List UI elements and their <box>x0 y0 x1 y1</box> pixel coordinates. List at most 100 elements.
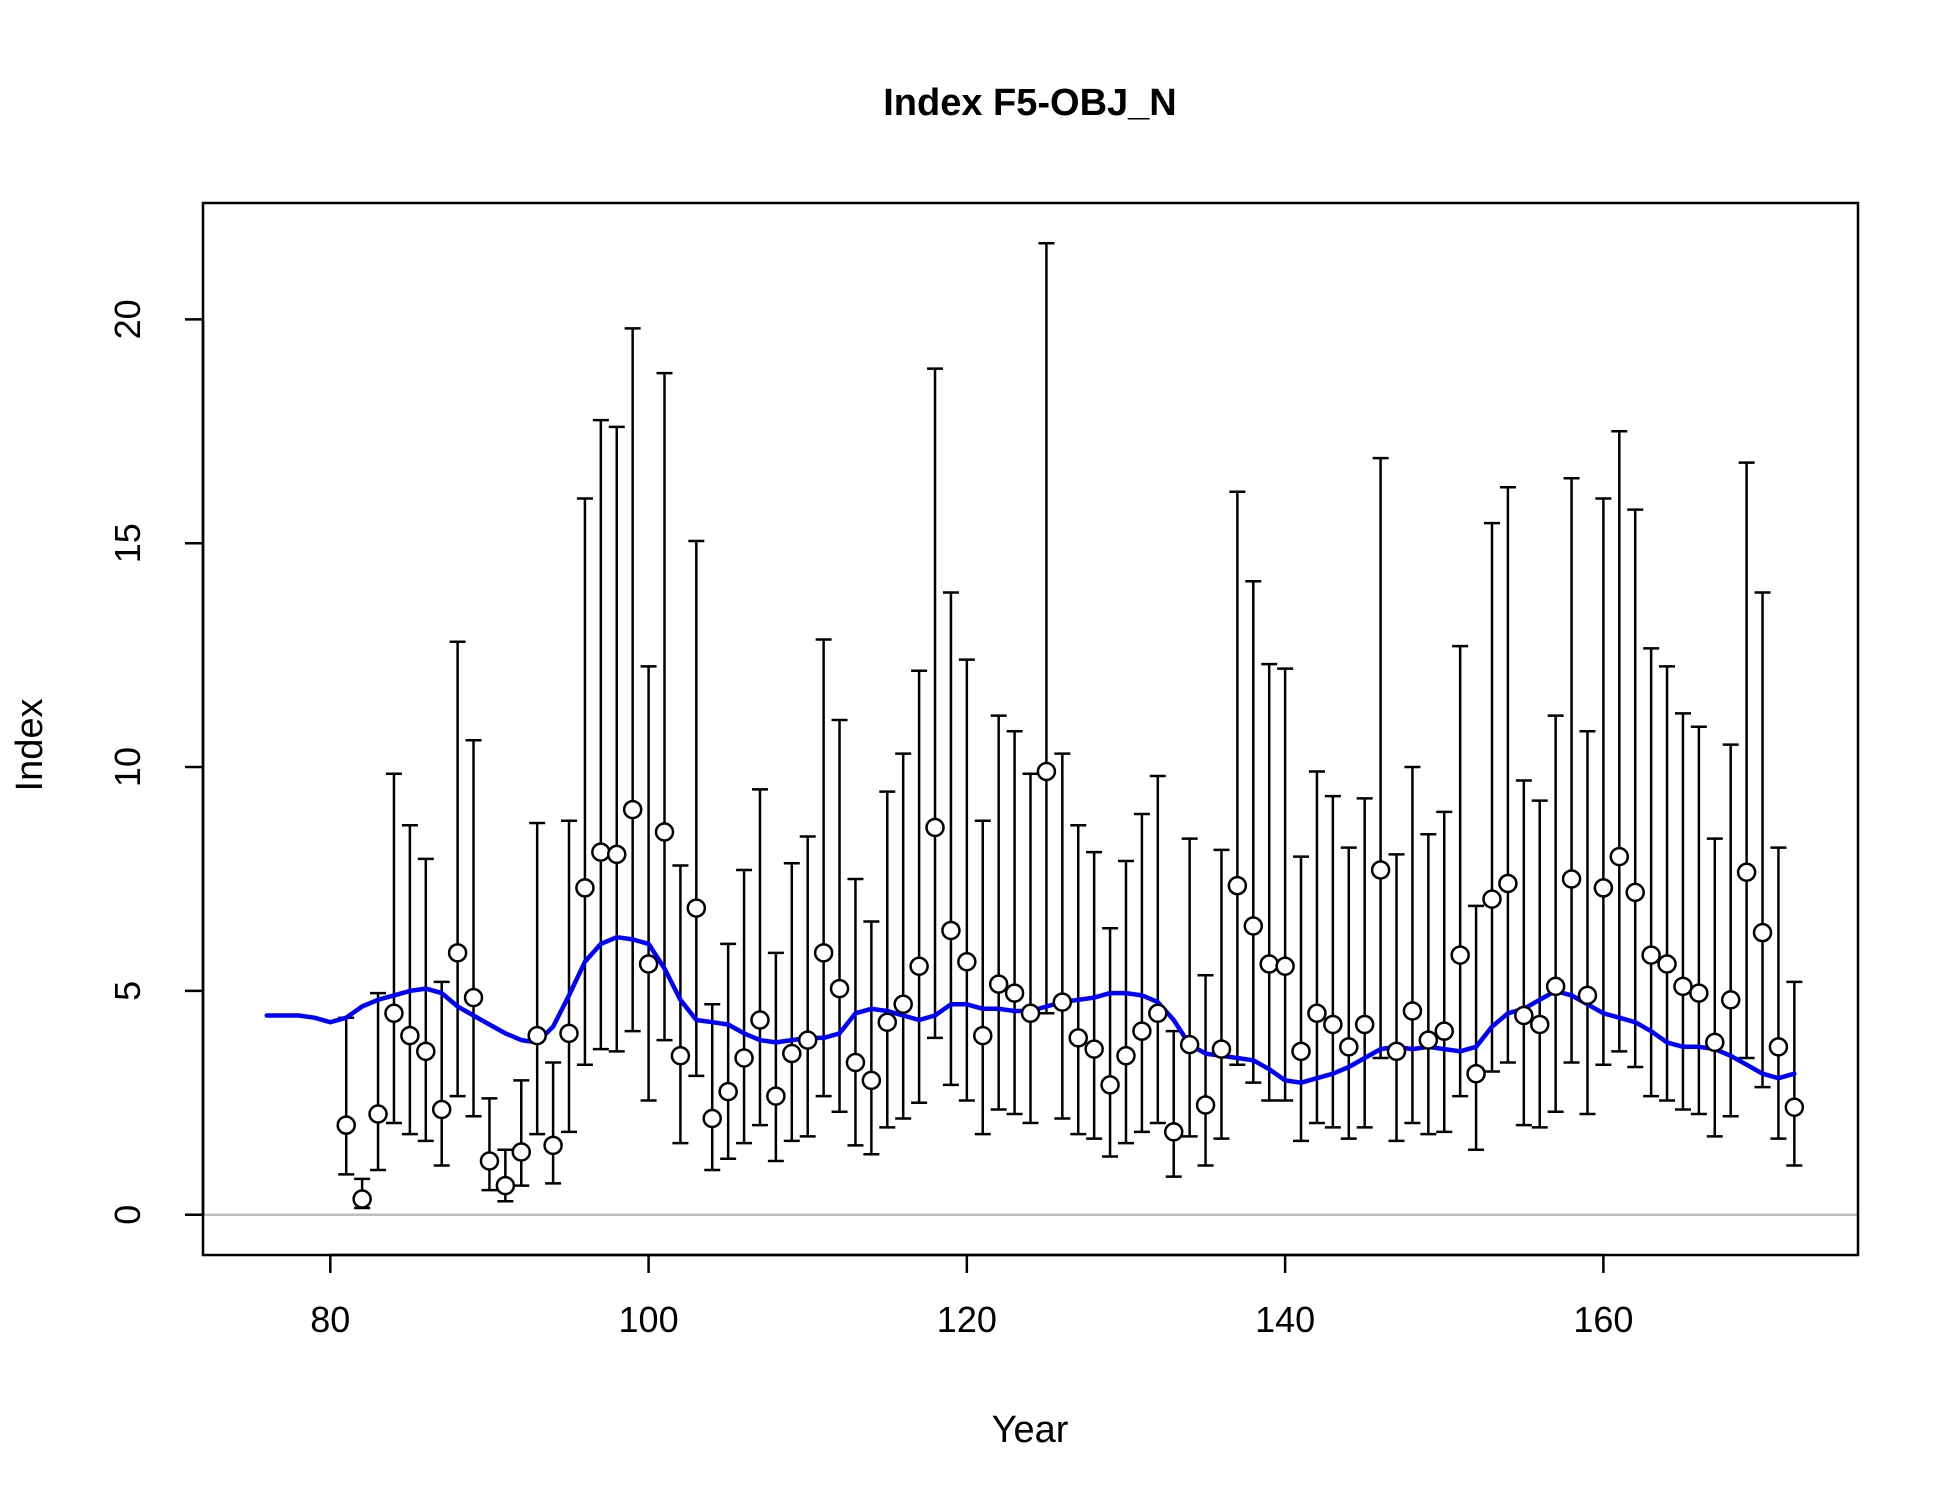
data-point <box>1195 1095 1216 1115</box>
plot-frame <box>201 201 1860 1257</box>
data-point <box>1545 976 1566 997</box>
errorbar <box>911 669 928 1105</box>
data-point <box>1386 1041 1407 1062</box>
data-point <box>463 987 484 1008</box>
errorbar <box>529 821 546 1136</box>
data-point <box>559 1023 579 1044</box>
data-point <box>1625 882 1645 903</box>
errorbar <box>799 835 816 1138</box>
errorbar <box>767 951 784 1163</box>
chart-title: Index F5-OBJ_N <box>883 82 1177 124</box>
data-point <box>1673 976 1693 997</box>
errorbar <box>1340 846 1357 1140</box>
errorbar <box>1404 765 1421 1125</box>
errorbar <box>1038 242 1055 1015</box>
errorbar <box>1022 772 1039 1125</box>
data-point <box>1116 1046 1136 1066</box>
errorbar <box>401 823 418 1136</box>
data-point <box>1307 1003 1327 1024</box>
errorbar <box>1627 508 1644 1069</box>
data-point <box>1020 1003 1041 1024</box>
errorbars-layer <box>338 242 1803 1210</box>
errorbar <box>624 327 641 1033</box>
data-point <box>1132 1021 1152 1041</box>
data-point <box>1402 1001 1423 1021</box>
errorbar <box>1133 812 1150 1134</box>
errorbar <box>1770 846 1787 1140</box>
errorbar <box>1213 848 1230 1140</box>
data-point <box>877 1012 898 1032</box>
errorbar <box>736 868 753 1145</box>
data-point <box>941 920 961 941</box>
errorbar <box>1531 799 1548 1129</box>
errorbar <box>990 714 1007 1111</box>
data-point <box>813 943 834 963</box>
data-point <box>1227 875 1248 896</box>
data-point <box>479 1151 500 1171</box>
errorbar <box>1563 477 1580 1064</box>
errorbar <box>863 920 880 1156</box>
data-point <box>1736 862 1757 883</box>
data-point <box>686 898 707 918</box>
errorbar <box>576 497 593 1066</box>
data-point <box>1418 1030 1439 1050</box>
data-point <box>1148 1003 1168 1024</box>
data-point <box>829 978 850 999</box>
errorbar <box>1102 926 1119 1158</box>
data-point <box>400 1025 420 1046</box>
data-point <box>750 1010 770 1030</box>
data-point <box>845 1052 866 1073</box>
errorbar <box>831 718 848 1113</box>
data-point <box>1291 1041 1311 1062</box>
errorbar <box>1006 729 1023 1116</box>
errorbar <box>815 638 832 1098</box>
errorbar <box>1197 973 1214 1167</box>
errorbar <box>608 425 625 1053</box>
data-point <box>352 1189 372 1209</box>
errorbar <box>370 991 387 1172</box>
data-point <box>718 1081 738 1102</box>
data-point <box>782 1043 802 1064</box>
data-point <box>925 817 945 838</box>
data-point <box>1275 956 1295 977</box>
errorbar <box>704 1003 721 1172</box>
errorbar <box>1579 729 1596 1116</box>
errorbar <box>1643 647 1660 1098</box>
errorbar <box>465 738 482 1118</box>
data-point <box>1752 922 1773 943</box>
errorbar <box>1149 774 1166 1125</box>
data-point <box>909 956 929 977</box>
data-point <box>1036 761 1057 782</box>
data-point <box>607 844 627 865</box>
data-point <box>1609 846 1630 867</box>
errorbar <box>640 665 657 1102</box>
data-point <box>1434 1021 1454 1041</box>
data-point <box>1052 992 1073 1012</box>
data-point <box>1577 985 1598 1006</box>
errorbar <box>1547 714 1564 1113</box>
data-point <box>638 954 659 974</box>
data-point <box>702 1108 722 1129</box>
errorbar <box>783 862 800 1143</box>
errorbar <box>561 819 578 1134</box>
errorbar <box>1117 859 1134 1145</box>
data-point <box>893 994 913 1015</box>
data-point <box>1482 889 1502 909</box>
data-point <box>1720 990 1741 1010</box>
data-point <box>1179 1034 1200 1055</box>
errorbar <box>545 1061 562 1185</box>
data-point <box>1211 1039 1232 1059</box>
data-point <box>447 943 468 963</box>
errorbar <box>1054 752 1071 1120</box>
data-point <box>1689 983 1709 1003</box>
data-point <box>1705 1032 1725 1053</box>
data-point <box>431 1099 452 1120</box>
errorbar <box>1706 837 1723 1138</box>
data-point <box>511 1142 532 1162</box>
errorbar <box>1420 832 1437 1136</box>
data-point <box>1100 1075 1120 1095</box>
data-point <box>1323 1014 1343 1035</box>
data-point <box>1593 878 1614 898</box>
errorbar <box>1483 521 1500 1073</box>
